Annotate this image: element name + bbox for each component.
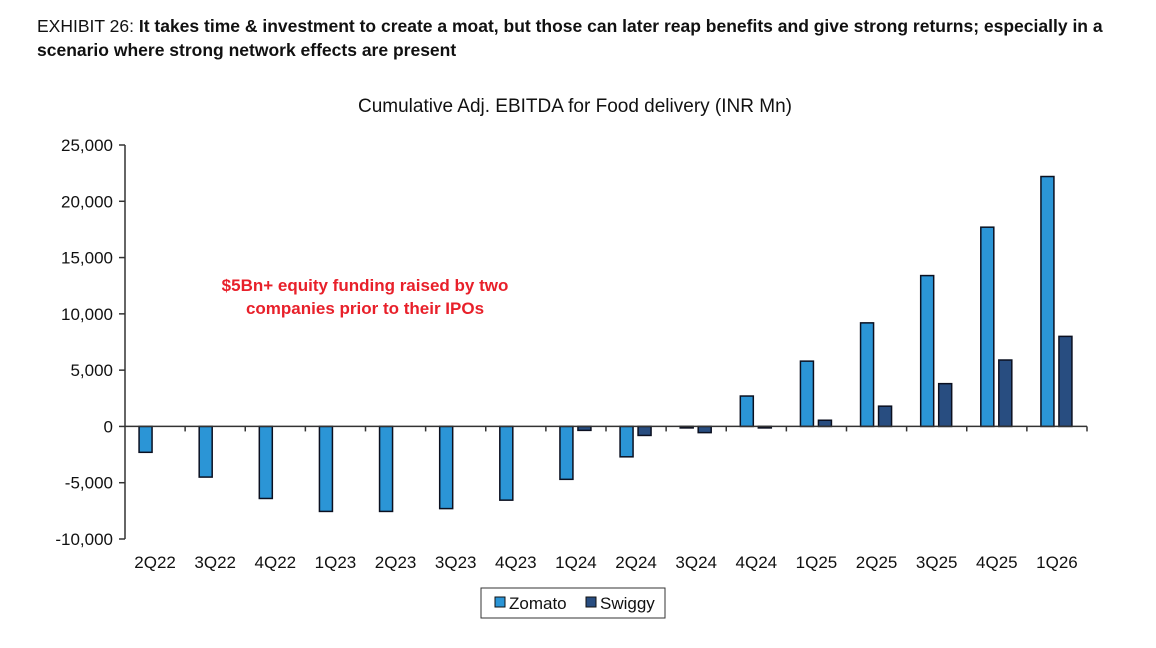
x-tick-label: 2Q22 bbox=[134, 553, 176, 572]
x-tick-label: 2Q25 bbox=[856, 553, 898, 572]
legend-box bbox=[480, 587, 666, 619]
x-tick-label: 3Q22 bbox=[194, 553, 236, 572]
bar-zomato bbox=[258, 425, 274, 500]
x-tick-label: 3Q23 bbox=[435, 553, 477, 572]
exhibit-label: EXHIBIT 26: bbox=[37, 16, 134, 36]
bar-zomato bbox=[1040, 175, 1055, 428]
legend: Zomato Swiggy bbox=[480, 587, 666, 619]
y-tick-label: 0 bbox=[104, 417, 113, 436]
bar-zomato bbox=[799, 360, 815, 428]
chart-title: Cumulative Adj. EBITDA for Food delivery… bbox=[358, 96, 792, 117]
legend-label-zomato: Zomato bbox=[509, 594, 567, 613]
y-tick-label: 5,000 bbox=[70, 361, 113, 380]
x-tick-label: 4Q22 bbox=[255, 553, 297, 572]
x-tick-label: 3Q25 bbox=[916, 553, 958, 572]
exhibit-heading: EXHIBIT 26: It takes time & investment t… bbox=[37, 14, 1137, 62]
bar-zomato bbox=[619, 425, 634, 458]
bar-swiggy bbox=[697, 425, 712, 434]
bar-zomato bbox=[378, 425, 394, 513]
x-axis: 2Q22 3Q22 4Q22 1Q23 2Q23 3Q23 4Q23 1Q24 2Q24 3Q24… bbox=[125, 425, 1088, 572]
bar-swiggy bbox=[937, 382, 953, 428]
bar-swiggy bbox=[637, 425, 652, 437]
bar-zomato bbox=[198, 425, 213, 478]
legend-swatch-swiggy bbox=[585, 596, 597, 608]
bar-zomato bbox=[438, 425, 454, 510]
y-tick-label: 20,000 bbox=[61, 192, 113, 211]
bar-zomato bbox=[138, 425, 153, 454]
bar-zomato bbox=[739, 395, 755, 428]
x-tick-label: 2Q23 bbox=[375, 553, 417, 572]
x-tick-label: 4Q23 bbox=[495, 553, 537, 572]
y-tick-label: 25,000 bbox=[61, 136, 113, 155]
x-tick-label: 4Q24 bbox=[736, 553, 778, 572]
bar-zomato bbox=[559, 425, 574, 481]
legend-label-swiggy: Swiggy bbox=[600, 594, 655, 613]
annotation-line-1: $5Bn+ equity funding raised by two bbox=[222, 276, 509, 295]
legend-swatch-zomato bbox=[494, 596, 506, 608]
bar-swiggy bbox=[998, 359, 1013, 428]
x-tick-label: 1Q24 bbox=[555, 553, 597, 572]
bar-zomato bbox=[859, 322, 875, 428]
x-tick-label: 1Q25 bbox=[796, 553, 838, 572]
y-tick-label: -5,000 bbox=[65, 474, 113, 493]
y-tick-label: 10,000 bbox=[61, 305, 113, 324]
bar-swiggy bbox=[817, 419, 833, 428]
bars bbox=[138, 175, 1073, 513]
x-tick-label: 3Q24 bbox=[675, 553, 717, 572]
annotation-line-2: companies prior to their IPOs bbox=[246, 299, 484, 318]
x-tick-label: 4Q25 bbox=[976, 553, 1018, 572]
bar-zomato bbox=[499, 425, 514, 501]
bar-swiggy bbox=[877, 405, 893, 428]
y-tick-label: 15,000 bbox=[61, 249, 113, 268]
bar-zomato bbox=[919, 274, 935, 428]
y-tick-label: -10,000 bbox=[55, 530, 113, 549]
x-tick-label: 1Q23 bbox=[315, 553, 357, 572]
exhibit-headline: It takes time & investment to create a m… bbox=[37, 16, 1103, 60]
x-tick-label: 1Q26 bbox=[1036, 553, 1078, 572]
bar-zomato bbox=[318, 425, 334, 513]
x-tick-label: 2Q24 bbox=[615, 553, 657, 572]
bar-swiggy bbox=[1058, 335, 1073, 428]
bar-zomato bbox=[980, 226, 995, 428]
y-axis: -10,000 -5,000 0 5,000 10,000 15,000 20,000 25,… bbox=[55, 136, 126, 549]
